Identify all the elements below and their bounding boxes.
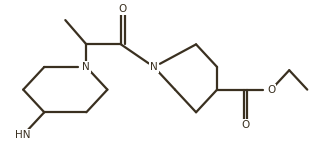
Text: O: O bbox=[119, 4, 127, 14]
Text: N: N bbox=[150, 62, 158, 72]
Text: HN: HN bbox=[16, 130, 31, 140]
Text: N: N bbox=[82, 62, 90, 72]
Text: O: O bbox=[241, 120, 249, 130]
Text: O: O bbox=[267, 85, 275, 95]
